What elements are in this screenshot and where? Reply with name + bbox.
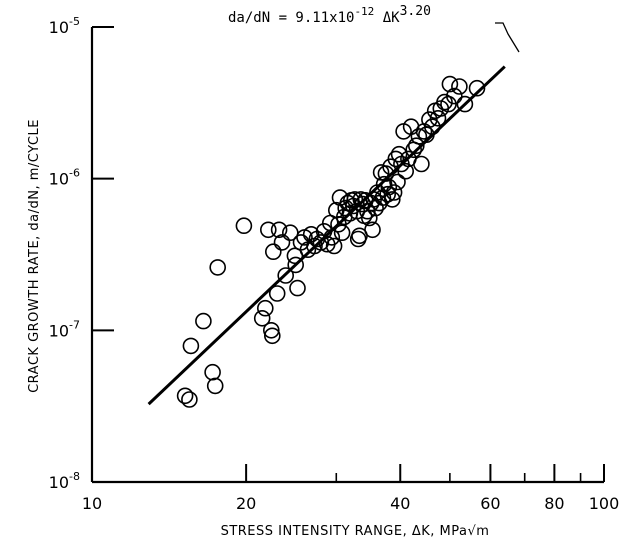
y-tick-label: 10-7 [49,318,80,340]
data-point [235,217,253,234]
data-point [421,111,438,128]
fit-line [147,65,506,406]
data-point [333,224,351,241]
data-point [380,178,398,196]
data-points [176,75,486,408]
data-point [423,118,441,135]
data-point [256,299,274,317]
data-point [429,110,447,127]
x-axis-title: STRESS INTENSITY RANGE, ΔK, MPa√m [221,524,490,539]
data-point [277,267,295,284]
x-tick-label: 100 [589,494,620,513]
equation-leader-line [495,22,520,53]
data-point [262,321,280,339]
data-point [206,377,224,395]
data-point [385,184,403,201]
x-tick-label: 40 [390,494,410,513]
data-point [263,327,281,345]
data-point [209,259,226,276]
fit-equation: da/dN = 9.11x10-12 ΔK3.20 [228,4,431,26]
data-point [176,387,194,405]
data-point [195,312,212,330]
data-point [182,337,200,355]
data-point [289,279,306,297]
data-point [407,137,425,154]
data-point [456,95,474,113]
data-point [181,391,198,408]
data-point [364,221,381,239]
data-point [323,229,341,246]
data-point [468,79,486,97]
fit-line-group [147,65,506,406]
data-point [325,237,343,255]
x-tick-label: 60 [480,494,500,513]
data-point [270,221,288,239]
data-point [383,191,401,208]
axes [90,27,604,484]
data-point [441,75,459,93]
x-tick-label: 80 [544,494,564,513]
data-point [389,173,406,191]
data-point [445,87,463,105]
data-point [259,221,277,239]
data-point [204,363,221,381]
data-point [264,243,282,260]
data-point [379,185,397,203]
tick-labels: 10 20 40 60 80 100 10-8 10-7 10-6 10-5 [49,15,620,513]
data-point [397,162,415,180]
y-axis-title: CRACK GROWTH RATE, da/dN, m/CYCLE [27,119,42,393]
data-point [374,189,392,206]
data-point [268,285,286,302]
axis-ticks [91,26,605,483]
x-tick-label: 10 [82,494,102,513]
data-point [410,128,428,145]
data-point [287,256,305,274]
data-point [346,191,364,208]
y-tick-label: 10-6 [49,167,80,189]
data-point [273,234,291,251]
data-point [451,78,468,95]
y-tick-label: 10-5 [49,15,80,37]
data-point [253,309,271,327]
y-tick-label: 10-8 [49,470,80,492]
x-tick-label: 20 [236,494,256,513]
data-point [390,145,408,163]
data-point [413,155,430,173]
data-point [387,150,405,168]
data-point [302,226,320,243]
data-point [375,175,393,193]
